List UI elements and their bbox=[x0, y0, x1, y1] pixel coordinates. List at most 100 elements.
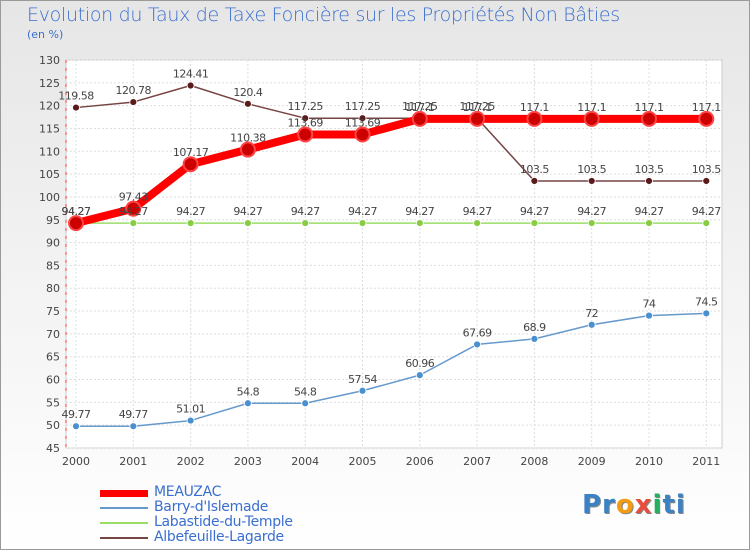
data-label: 94.27 bbox=[520, 205, 549, 218]
y-tick-label: 75 bbox=[46, 305, 60, 318]
legend-label: Labastide-du-Temple bbox=[154, 514, 293, 530]
data-point bbox=[645, 219, 653, 227]
data-label: 74 bbox=[643, 298, 656, 311]
data-label: 54.8 bbox=[294, 385, 317, 398]
data-label: 117.1 bbox=[520, 101, 549, 114]
series-line-1 bbox=[76, 312, 707, 427]
data-label: 49.77 bbox=[119, 408, 148, 421]
data-label: 54.8 bbox=[237, 385, 260, 398]
data-label: 107.17 bbox=[173, 146, 209, 159]
y-tick-label: 100 bbox=[39, 191, 60, 204]
data-label: 94.27 bbox=[692, 205, 721, 218]
y-tick-label: 130 bbox=[39, 54, 60, 67]
legend-item-labastide[interactable]: Labastide-du-Temple bbox=[100, 514, 400, 531]
data-label: 103.5 bbox=[692, 163, 721, 176]
data-label: 94.27 bbox=[405, 205, 434, 218]
legend-swatch bbox=[100, 507, 148, 509]
data-label: 103.5 bbox=[520, 163, 549, 176]
y-tick-label: 55 bbox=[46, 396, 60, 409]
data-label: 94.27 bbox=[62, 205, 91, 218]
data-point bbox=[702, 177, 711, 185]
data-point bbox=[415, 371, 424, 380]
data-label: 94.27 bbox=[635, 205, 664, 218]
data-point bbox=[182, 156, 199, 173]
y-tick-label: 85 bbox=[46, 259, 60, 272]
x-tick-label: 2004 bbox=[291, 455, 319, 468]
series-line-3 bbox=[75, 84, 707, 182]
data-point bbox=[473, 219, 482, 227]
legend: MEAUZAC Barry-d'Islemade Labastide-du-Te… bbox=[100, 484, 400, 546]
data-point bbox=[415, 219, 424, 227]
data-point bbox=[129, 422, 138, 431]
data-label: 120.78 bbox=[116, 84, 152, 97]
data-point bbox=[587, 320, 596, 329]
y-tick-label: 120 bbox=[39, 100, 60, 113]
data-label: 97.43 bbox=[119, 191, 148, 204]
data-point bbox=[411, 110, 428, 127]
x-tick-label: 2003 bbox=[234, 455, 262, 468]
legend-item-meauzac[interactable]: MEAUZAC bbox=[100, 484, 400, 501]
x-tick-label: 2001 bbox=[119, 455, 147, 468]
y-tick-label: 45 bbox=[46, 442, 60, 455]
data-label: 94.27 bbox=[176, 205, 205, 218]
data-point bbox=[530, 177, 539, 185]
data-point bbox=[129, 98, 138, 106]
y-tick-label: 65 bbox=[46, 351, 60, 364]
data-point bbox=[243, 219, 252, 227]
data-point bbox=[239, 141, 256, 158]
legend-swatch bbox=[100, 522, 148, 524]
data-point bbox=[641, 110, 657, 127]
data-point bbox=[702, 309, 711, 318]
data-label: 94.27 bbox=[291, 205, 320, 218]
x-tick-label: 2009 bbox=[578, 455, 606, 468]
data-label: 49.77 bbox=[62, 408, 91, 421]
data-point bbox=[243, 399, 252, 408]
y-tick-label: 110 bbox=[39, 145, 60, 158]
legend-label: MEAUZAC bbox=[154, 484, 222, 500]
data-label: 94.27 bbox=[233, 205, 262, 218]
data-label: 103.5 bbox=[577, 163, 606, 176]
data-label: 124.41 bbox=[173, 68, 209, 81]
data-point bbox=[473, 340, 482, 349]
proxiti-logo: Proxiti bbox=[582, 490, 686, 520]
y-axis-unit: (en %) bbox=[27, 28, 64, 41]
legend-swatch bbox=[100, 490, 148, 497]
data-point bbox=[587, 177, 596, 185]
y-tick-label: 80 bbox=[46, 282, 60, 295]
data-label: 72 bbox=[585, 307, 598, 320]
data-point bbox=[243, 99, 252, 108]
data-point bbox=[469, 110, 486, 127]
data-label: 60.96 bbox=[405, 357, 434, 370]
x-tick-label: 2011 bbox=[692, 455, 720, 468]
x-tick-label: 2006 bbox=[406, 455, 434, 468]
data-label: 119.58 bbox=[58, 90, 94, 103]
data-point bbox=[68, 215, 84, 232]
data-point bbox=[125, 200, 142, 217]
y-tick-label: 115 bbox=[39, 122, 60, 135]
data-point bbox=[186, 81, 195, 90]
legend-item-barry[interactable]: Barry-d'Islemade bbox=[100, 499, 400, 516]
x-tick-label: 2000 bbox=[62, 455, 90, 468]
legend-label: Albefeuille-Lagarde bbox=[154, 529, 284, 545]
data-point bbox=[358, 219, 367, 227]
chart-title: Evolution du Taux de Taxe Foncière sur l… bbox=[27, 4, 620, 26]
data-point bbox=[301, 399, 310, 408]
y-tick-label: 70 bbox=[46, 328, 60, 341]
x-tick-label: 2008 bbox=[520, 455, 548, 468]
data-label: 110.38 bbox=[230, 132, 266, 145]
data-label: 117.1 bbox=[692, 101, 721, 114]
data-label: 94.27 bbox=[348, 205, 377, 218]
series-line-0 bbox=[75, 114, 707, 227]
x-tick-label: 2005 bbox=[349, 455, 377, 468]
y-tick-label: 60 bbox=[46, 374, 60, 387]
data-label: 67.69 bbox=[463, 326, 492, 339]
data-point bbox=[358, 386, 367, 395]
y-tick-label: 95 bbox=[46, 214, 60, 227]
legend-item-albefeuille[interactable]: Albefeuille-Lagarde bbox=[100, 529, 400, 546]
data-label: 117.25 bbox=[459, 100, 495, 113]
data-point bbox=[354, 126, 371, 143]
data-label: 113.69 bbox=[287, 116, 323, 129]
data-point bbox=[358, 114, 367, 123]
data-point bbox=[72, 422, 80, 431]
